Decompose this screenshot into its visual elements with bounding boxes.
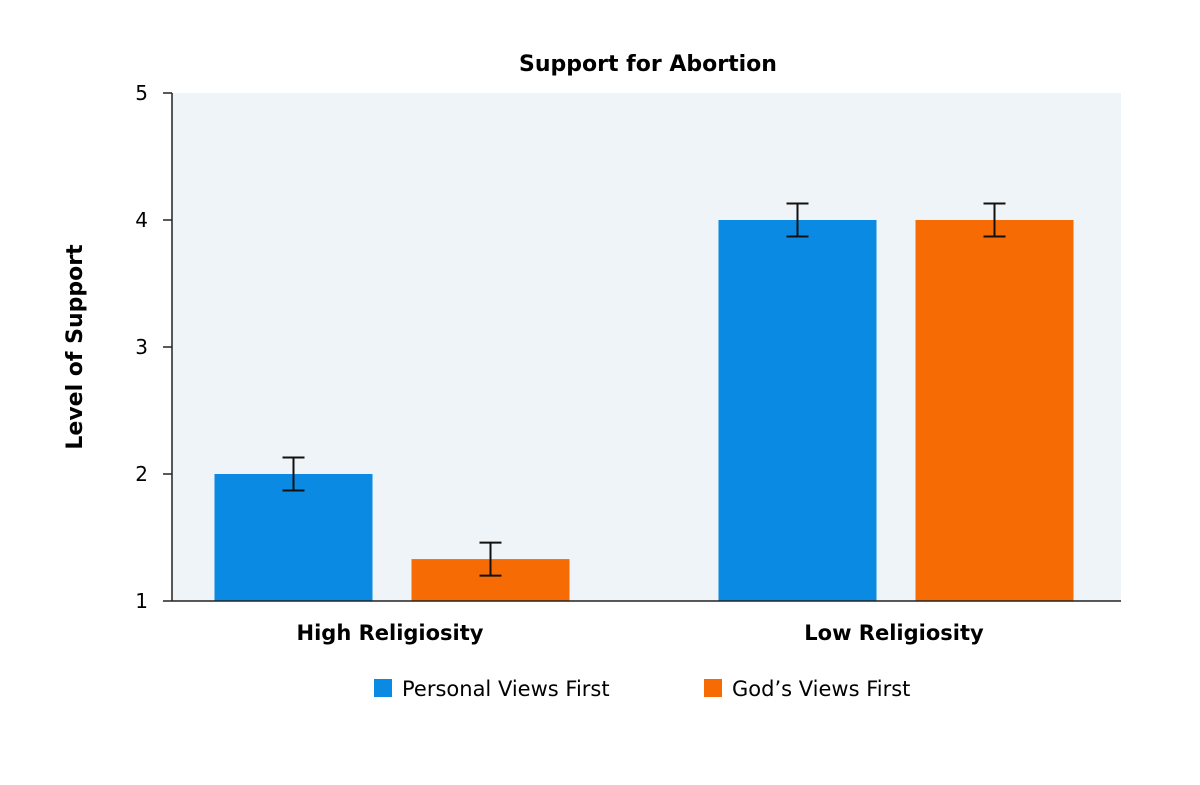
legend-label: God’s Views First	[732, 677, 910, 701]
error-bar	[282, 456, 305, 492]
y-tick-label: 2	[135, 462, 148, 486]
bar-personal-low	[718, 220, 877, 601]
bar-personal-high	[214, 474, 373, 601]
legend-label: Personal Views First	[402, 677, 610, 701]
y-tick-label: 1	[135, 589, 148, 613]
y-axis-label: Level of Support	[63, 244, 88, 450]
error-bar	[983, 202, 1006, 238]
category-label: Low Religiosity	[804, 621, 984, 645]
category-label: High Religiosity	[297, 621, 484, 645]
legend-swatch	[374, 679, 392, 697]
y-tick-label: 4	[135, 208, 148, 232]
y-tick-label: 5	[135, 81, 148, 105]
bar-gods-low	[915, 220, 1074, 601]
legend-swatch	[704, 679, 722, 697]
y-tick-label: 3	[135, 335, 148, 359]
chart-title: Support for Abortion	[519, 52, 777, 77]
error-bar	[479, 541, 502, 577]
error-bar	[786, 202, 809, 238]
